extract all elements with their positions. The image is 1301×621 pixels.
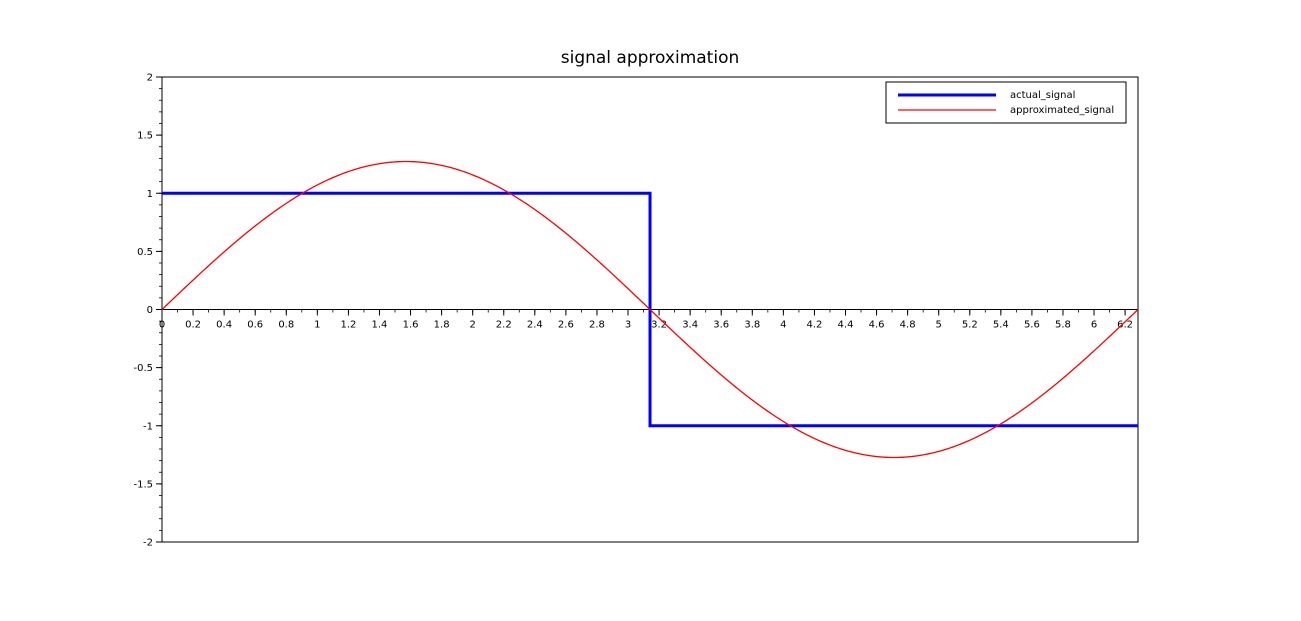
x-tick-label: 6.2 bbox=[1117, 320, 1133, 331]
y-tick-label: -1 bbox=[143, 421, 153, 432]
x-tick-label: 2.4 bbox=[527, 320, 543, 331]
x-tick-label: 1.2 bbox=[340, 320, 356, 331]
x-tick-label: 0 bbox=[159, 320, 165, 331]
y-tick-label: 1.5 bbox=[137, 131, 153, 142]
x-tick-label: 4.2 bbox=[806, 320, 822, 331]
legend-label-actual-signal: actual_signal bbox=[1010, 90, 1075, 101]
y-axis: -2 -1.5 -1 -0.5 0 0.5 1 1.5 2 bbox=[133, 73, 162, 549]
x-tick-label: 0.2 bbox=[185, 320, 201, 331]
x-tick-label: 4.6 bbox=[869, 320, 885, 331]
x-tick-label: 5.8 bbox=[1055, 320, 1071, 331]
x-tick-label: 3.4 bbox=[682, 320, 698, 331]
x-tick-label: 3 bbox=[625, 320, 631, 331]
x-tick-label: 2 bbox=[469, 320, 475, 331]
x-tick-label: 5.4 bbox=[993, 320, 1009, 331]
y-tick-label: 0 bbox=[147, 305, 153, 316]
x-tick-label: 2.6 bbox=[558, 320, 574, 331]
x-tick-label: 0.6 bbox=[247, 320, 263, 331]
y-tick-label: -2 bbox=[143, 538, 153, 549]
x-tick-label: 4.4 bbox=[838, 320, 854, 331]
x-tick-label: 5.2 bbox=[962, 320, 978, 331]
y-tick-label: 0.5 bbox=[137, 247, 153, 258]
x-tick-label: 1.6 bbox=[403, 320, 419, 331]
x-tick-label: 1.4 bbox=[372, 320, 388, 331]
x-tick-label: 0.8 bbox=[278, 320, 294, 331]
x-tick-label: 4 bbox=[780, 320, 786, 331]
x-tick-label: 3.8 bbox=[744, 320, 760, 331]
x-tick-label: 6 bbox=[1091, 320, 1097, 331]
y-tick-label: 1 bbox=[147, 189, 153, 200]
y-tick-label: 2 bbox=[147, 73, 153, 84]
series-layer bbox=[161, 160, 1139, 459]
x-tick-label: 0.4 bbox=[216, 320, 232, 331]
x-tick-label: 1.8 bbox=[434, 320, 450, 331]
x-tick-label: 5 bbox=[936, 320, 942, 331]
legend-label-approximated-signal: approximated_signal bbox=[1010, 105, 1114, 116]
x-axis: 0 0.2 0.4 0.6 0.8 1 1.2 1.4 1.6 1.8 2 2.2 2.4 2.6 2.8 3… bbox=[159, 309, 1138, 331]
x-tick-label: 3.2 bbox=[651, 320, 667, 331]
x-tick-label: 4.8 bbox=[900, 320, 916, 331]
legend-box bbox=[885, 81, 1127, 124]
x-tick-label: 5.6 bbox=[1024, 320, 1040, 331]
y-tick-label: -0.5 bbox=[133, 363, 153, 374]
series-line-approximated-signal bbox=[161, 160, 1139, 459]
legend: actual_signal approximated_signal bbox=[885, 81, 1127, 124]
x-tick-label: 3.6 bbox=[713, 320, 729, 331]
x-tick-label: 2.8 bbox=[589, 320, 605, 331]
chart-title: signal approximation bbox=[561, 48, 740, 68]
x-tick-label: 1 bbox=[314, 320, 320, 331]
y-tick-label: -1.5 bbox=[133, 479, 153, 490]
x-tick-label: 2.2 bbox=[496, 320, 512, 331]
